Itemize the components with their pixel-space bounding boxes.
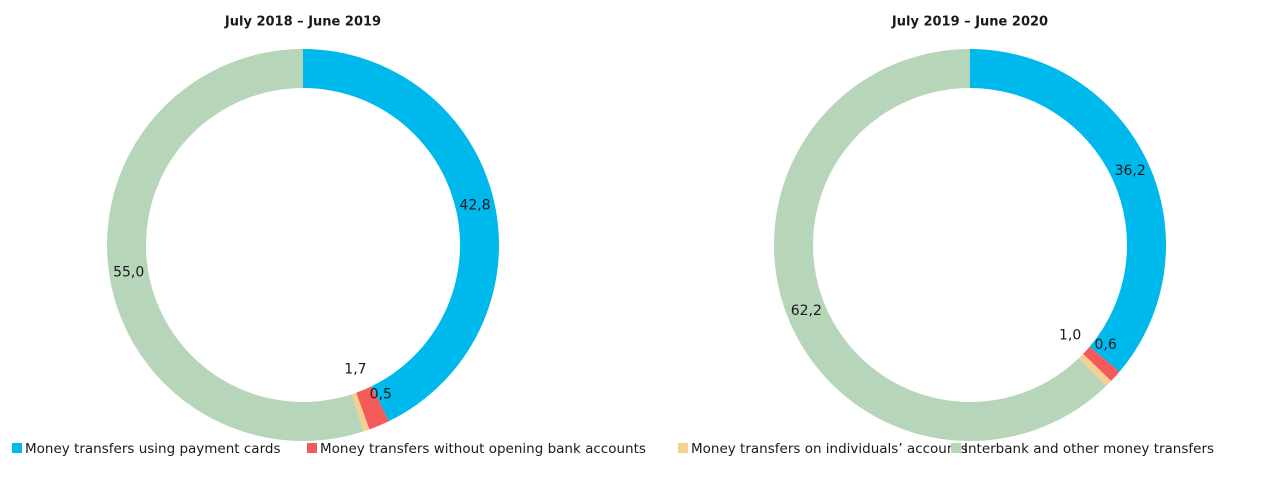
donut-segment: [351, 392, 370, 432]
legend-label: Interbank and other money transfers: [964, 441, 1214, 457]
donut-segment: [970, 49, 1166, 372]
data-label: 1,0: [1059, 328, 1081, 344]
data-label: 0,6: [1094, 337, 1116, 353]
chart-title: July 2019 – June 2020: [891, 15, 1048, 30]
data-label: 55,0: [113, 265, 144, 281]
data-label: 62,2: [791, 303, 822, 319]
data-label: 36,2: [1115, 163, 1146, 179]
data-label: 1,7: [344, 361, 366, 377]
donut-segment: [303, 49, 499, 422]
legend-label: Money transfers without opening bank acc…: [320, 441, 646, 457]
donut-segment: [1083, 346, 1120, 381]
chart-title: July 2018 – June 2019: [224, 15, 381, 30]
legend-swatch: [12, 443, 22, 453]
data-label: 42,8: [459, 197, 490, 213]
donut-segment: [106, 49, 364, 441]
legend-swatch: [307, 443, 317, 453]
legend-swatch: [678, 443, 688, 453]
donut-segment: [1078, 353, 1112, 387]
legend-swatch: [951, 443, 961, 453]
legend-label: Money transfers using payment cards: [25, 441, 281, 457]
donut-segment: [356, 386, 389, 430]
donut-segment: [773, 49, 1106, 441]
data-label: 0,5: [370, 386, 392, 402]
legend-label: Money transfers on individuals’ accounts: [691, 441, 968, 457]
